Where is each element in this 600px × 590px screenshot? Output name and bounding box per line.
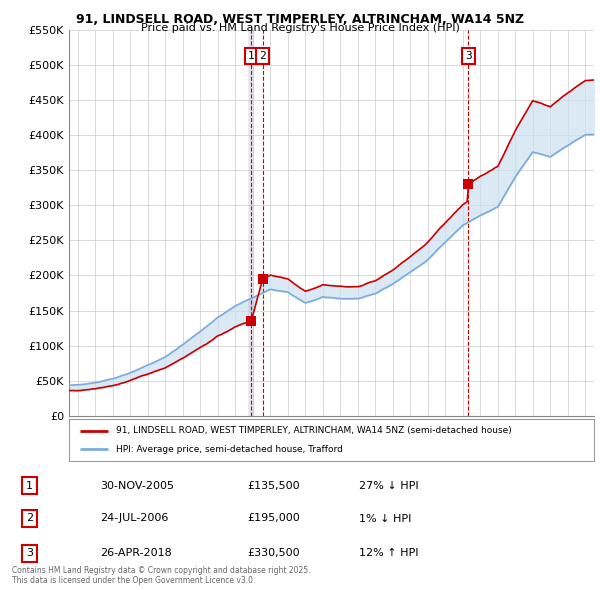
Text: 2: 2 bbox=[259, 51, 266, 61]
Text: 1: 1 bbox=[248, 51, 255, 61]
Text: 12% ↑ HPI: 12% ↑ HPI bbox=[359, 549, 418, 558]
Text: Price paid vs. HM Land Registry's House Price Index (HPI): Price paid vs. HM Land Registry's House … bbox=[140, 23, 460, 33]
Text: 3: 3 bbox=[26, 549, 33, 558]
Text: £330,500: £330,500 bbox=[247, 549, 300, 558]
Text: £195,000: £195,000 bbox=[247, 513, 300, 523]
Text: 91, LINDSELL ROAD, WEST TIMPERLEY, ALTRINCHAM, WA14 5NZ: 91, LINDSELL ROAD, WEST TIMPERLEY, ALTRI… bbox=[76, 13, 524, 26]
Text: 26-APR-2018: 26-APR-2018 bbox=[100, 549, 172, 558]
Text: 3: 3 bbox=[465, 51, 472, 61]
Text: 1% ↓ HPI: 1% ↓ HPI bbox=[359, 513, 411, 523]
Text: 2: 2 bbox=[26, 513, 33, 523]
Text: £135,500: £135,500 bbox=[247, 481, 300, 491]
Text: 1: 1 bbox=[26, 481, 33, 491]
Text: Contains HM Land Registry data © Crown copyright and database right 2025.
This d: Contains HM Land Registry data © Crown c… bbox=[12, 566, 311, 585]
Text: HPI: Average price, semi-detached house, Trafford: HPI: Average price, semi-detached house,… bbox=[116, 445, 343, 454]
Text: 91, LINDSELL ROAD, WEST TIMPERLEY, ALTRINCHAM, WA14 5NZ (semi-detached house): 91, LINDSELL ROAD, WEST TIMPERLEY, ALTRI… bbox=[116, 427, 512, 435]
Text: 27% ↓ HPI: 27% ↓ HPI bbox=[359, 481, 418, 491]
Text: 30-NOV-2005: 30-NOV-2005 bbox=[100, 481, 174, 491]
Text: 24-JUL-2006: 24-JUL-2006 bbox=[100, 513, 169, 523]
